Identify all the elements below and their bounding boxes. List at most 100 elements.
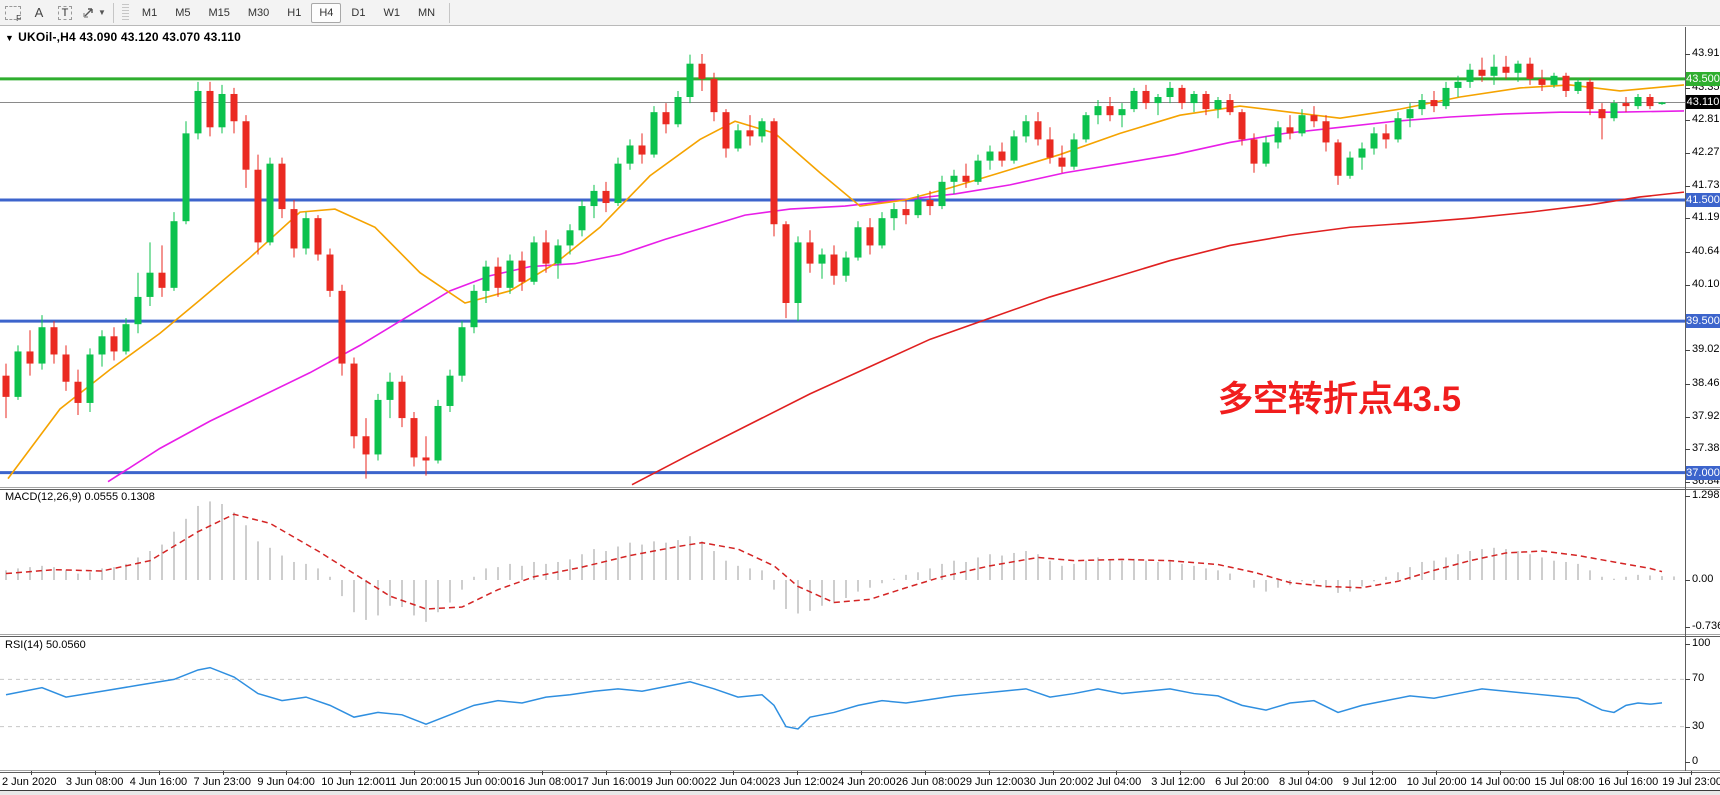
time-axis-label: 9 Jul 12:00 (1342, 776, 1397, 788)
time-tick-mark (286, 771, 288, 775)
time-tick-mark (1116, 771, 1118, 775)
time-axis-label: 24 Jun 20:00 (832, 776, 896, 788)
arrows-tool-button[interactable]: ▼ (80, 3, 106, 23)
price-tick-mark (1685, 350, 1690, 352)
price-level-badge: 43.110 (1686, 95, 1720, 110)
time-axis-label: 9 Jun 04:00 (257, 776, 315, 788)
time-tick-mark (797, 771, 799, 775)
chart-title[interactable]: ▼ UKOil-,H4 43.090 43.120 43.070 43.110 (5, 30, 241, 44)
price-tick-mark (1685, 252, 1690, 254)
price-tick-label: 43.910 (1692, 47, 1720, 59)
timeframe-button-M15[interactable]: M15 (208, 6, 230, 19)
price-tick-mark (1685, 153, 1690, 155)
macd-tick-mark (1685, 580, 1690, 581)
symbol-ohlc-text: UKOil-,H4 43.090 43.120 43.070 43.110 (18, 30, 241, 44)
time-tick-mark (350, 771, 352, 775)
rsi-tick-label: 0 (1692, 755, 1699, 767)
rsi-tick-label: 70 (1692, 672, 1705, 685)
text-tool-button[interactable]: A (34, 5, 44, 20)
panel-separator[interactable] (0, 487, 1720, 490)
toolbar-grip[interactable] (121, 3, 129, 22)
time-axis-label: 15 Jun 00:00 (448, 776, 513, 788)
time-axis-label: 14 Jul 00:00 (1470, 776, 1531, 788)
price-tick-label: 37.385 (1692, 442, 1720, 455)
timeframe-button-MN[interactable]: MN (417, 6, 436, 19)
price-axis-border (1685, 27, 1686, 771)
timeframe-button-W1[interactable]: W1 (383, 6, 400, 19)
timeframe-group: M1 M5 M15 M30 H1 H4 D1 W1 MN (133, 2, 444, 23)
timeframe-button-D1[interactable]: D1 (351, 6, 366, 19)
toolbar: F A T ▼ M1 M5 M15 M30 H1 H4 D1 W1 MN (0, 0, 1720, 26)
price-tick-mark (1685, 54, 1690, 55)
text-label-tool-button[interactable]: T (54, 3, 76, 23)
price-tick-mark (1685, 120, 1690, 122)
panel-separator (0, 770, 1720, 773)
time-tick-mark (1691, 771, 1693, 775)
time-axis-label: 26 Jun 08:00 (895, 776, 960, 788)
macd-tick-mark (1685, 627, 1690, 629)
panel-separator[interactable] (0, 634, 1720, 637)
time-axis-label: 23 Jun 12:00 (768, 776, 832, 788)
time-axis-label: 29 Jun 12:00 (959, 776, 1024, 788)
time-axis-label: 7 Jun 23:00 (193, 776, 252, 788)
rsi-panel-canvas[interactable] (0, 637, 1685, 770)
time-tick-mark (1563, 771, 1565, 775)
timeframe-button-H4[interactable]: H4 (311, 2, 342, 23)
macd-panel-canvas[interactable] (0, 490, 1685, 634)
time-axis-label: 4 Jun 16:00 (129, 776, 188, 788)
main-chart-canvas[interactable] (0, 27, 1685, 487)
macd-tick-mark (1685, 496, 1690, 498)
time-axis-label: 10 Jun 12:00 (321, 776, 385, 788)
time-axis-label: 3 Jun 08:00 (65, 776, 124, 788)
rsi-tick-mark (1685, 726, 1690, 728)
chevron-down-icon[interactable]: ▼ (98, 8, 106, 17)
time-tick-mark (31, 771, 32, 775)
time-tick-mark (158, 771, 160, 775)
time-tick-mark (733, 771, 735, 775)
time-axis-label: 8 Jul 04:00 (1279, 776, 1333, 788)
time-tick-mark (222, 771, 224, 775)
time-axis-label: 2 Jun 2020 (2, 776, 57, 788)
chevron-down-icon[interactable]: ▼ (5, 33, 15, 43)
time-tick-mark (988, 771, 990, 775)
price-tick-label: 39.020 (1692, 343, 1720, 356)
time-tick-mark (477, 771, 479, 775)
timeframe-button-M5[interactable]: M5 (175, 6, 191, 19)
time-axis-label: 15 Jul 08:00 (1534, 776, 1595, 788)
rsi-tick-label: 30 (1692, 719, 1705, 732)
arrows-icon (83, 7, 93, 18)
timeframe-button-H1[interactable]: H1 (287, 6, 302, 19)
price-tick-label: 41.735 (1692, 178, 1720, 191)
time-tick-mark (1180, 771, 1182, 775)
macd-tick-label: 1.2985 (1692, 489, 1720, 502)
time-axis-label: 19 Jul 23:00 (1662, 776, 1720, 788)
timeframe-button-M1[interactable]: M1 (141, 6, 158, 19)
time-tick-mark (541, 771, 543, 775)
price-tick-label: 37.925 (1692, 409, 1720, 422)
time-tick-mark (924, 771, 926, 775)
time-axis-label: 16 Jul 16:00 (1598, 776, 1659, 788)
price-level-badge: 39.500 (1686, 314, 1720, 329)
price-level-badge: 37.000 (1686, 465, 1720, 480)
rsi-tick-label: 100 (1692, 637, 1711, 649)
time-tick-mark (605, 771, 607, 775)
price-tick-label: 42.275 (1692, 146, 1720, 159)
toolbar-separator (449, 2, 451, 23)
time-tick-mark (861, 771, 863, 775)
timeframe-button-M30[interactable]: M30 (247, 6, 270, 19)
time-tick-mark (1244, 771, 1246, 775)
rsi-tick-mark (1685, 762, 1690, 763)
time-axis-label: 22 Jun 04:00 (704, 776, 768, 788)
macd-tick-label: 0.00 (1692, 573, 1714, 585)
chart-annotation-text: 多空转折点43.5 (1218, 380, 1462, 419)
time-tick-mark (94, 771, 96, 775)
time-tick-mark (414, 771, 416, 775)
price-tick-label: 40.640 (1692, 245, 1720, 258)
time-axis-label: 10 Jul 20:00 (1406, 776, 1467, 788)
fibonacci-tool-button[interactable]: F (2, 3, 24, 23)
time-axis-label: 16 Jun 08:00 (512, 776, 577, 788)
time-axis-label: 19 Jun 00:00 (640, 776, 705, 788)
price-tick-label: 41.195 (1692, 211, 1720, 224)
price-tick-mark (1685, 284, 1690, 286)
